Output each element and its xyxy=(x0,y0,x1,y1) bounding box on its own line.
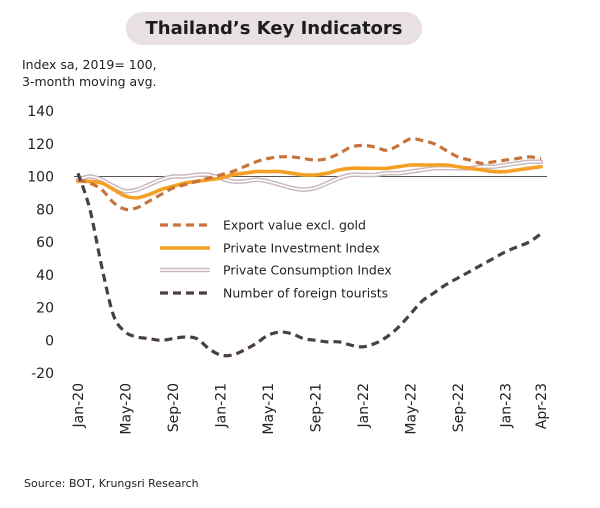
series-line xyxy=(76,163,543,200)
series-line xyxy=(76,172,542,358)
x-tick-label: Jan-20 xyxy=(71,383,87,428)
legend-label: Private Investment Index xyxy=(223,241,380,256)
x-tick-label: Sep-22 xyxy=(451,383,467,432)
chart-title-pill: Thailand’s Key Indicators xyxy=(126,12,422,45)
x-tick-label: Apr-23 xyxy=(534,383,550,429)
legend: Export value excl. gold Private Investmen… xyxy=(160,218,392,301)
legend-item-private-investment-index: Private Investment Index xyxy=(160,241,380,256)
legend-label: Private Consumption Index xyxy=(223,263,392,278)
y-tick-label: 60 xyxy=(36,235,54,251)
series-layer xyxy=(75,137,544,358)
legend-label: Export value excl. gold xyxy=(223,218,366,233)
x-tick-labels: Jan-20 May-20 Sep-20 Jan-21 May-21 Sep-21 Jan-… xyxy=(71,383,550,435)
series-line xyxy=(77,137,542,212)
series-export-value-excl-gold xyxy=(77,137,542,212)
y-tick-label: 120 xyxy=(27,137,54,153)
y-tick-label: 20 xyxy=(36,301,54,317)
y-tick-label: 100 xyxy=(27,170,54,186)
y-axis-label-line2: 3-month moving avg. xyxy=(22,74,157,89)
y-tick-label: 40 xyxy=(36,268,54,284)
legend-item-export-value-excl-gold: Export value excl. gold xyxy=(160,218,366,233)
series-number-of-foreign-tourists xyxy=(76,172,542,358)
chart-title: Thailand’s Key Indicators xyxy=(145,18,403,39)
y-tick-label: 140 xyxy=(27,104,54,120)
x-tick-label: Sep-21 xyxy=(308,383,324,432)
y-axis-label-line1: Index sa, 2019= 100, xyxy=(22,57,157,72)
legend-item-number-of-foreign-tourists: Number of foreign tourists xyxy=(160,286,388,301)
y-axis-label: Index sa, 2019= 100, 3-month moving avg. xyxy=(22,56,157,90)
x-tick-label: May-22 xyxy=(403,383,419,435)
x-tick-label: Jan-21 xyxy=(213,383,229,428)
legend-label: Number of foreign tourists xyxy=(223,286,388,301)
x-tick-label: Sep-20 xyxy=(166,383,182,432)
series-private-investment-index xyxy=(76,163,543,200)
y-tick-label: 80 xyxy=(36,202,54,218)
y-tick-label: 0 xyxy=(45,333,54,349)
x-tick-label: Jan-23 xyxy=(498,383,514,428)
legend-item-private-consumption-index: Private Consumption Index xyxy=(160,263,392,278)
x-tick-label: May-20 xyxy=(118,383,134,435)
y-tick-label: -20 xyxy=(31,366,54,382)
y-tick-labels: -20 0 20 40 60 80 100 120 140 xyxy=(27,104,54,382)
x-tick-label: May-21 xyxy=(261,383,277,435)
x-tick-label: Jan-22 xyxy=(356,383,372,428)
source-note: Source: BOT, Krungsri Research xyxy=(24,477,199,490)
